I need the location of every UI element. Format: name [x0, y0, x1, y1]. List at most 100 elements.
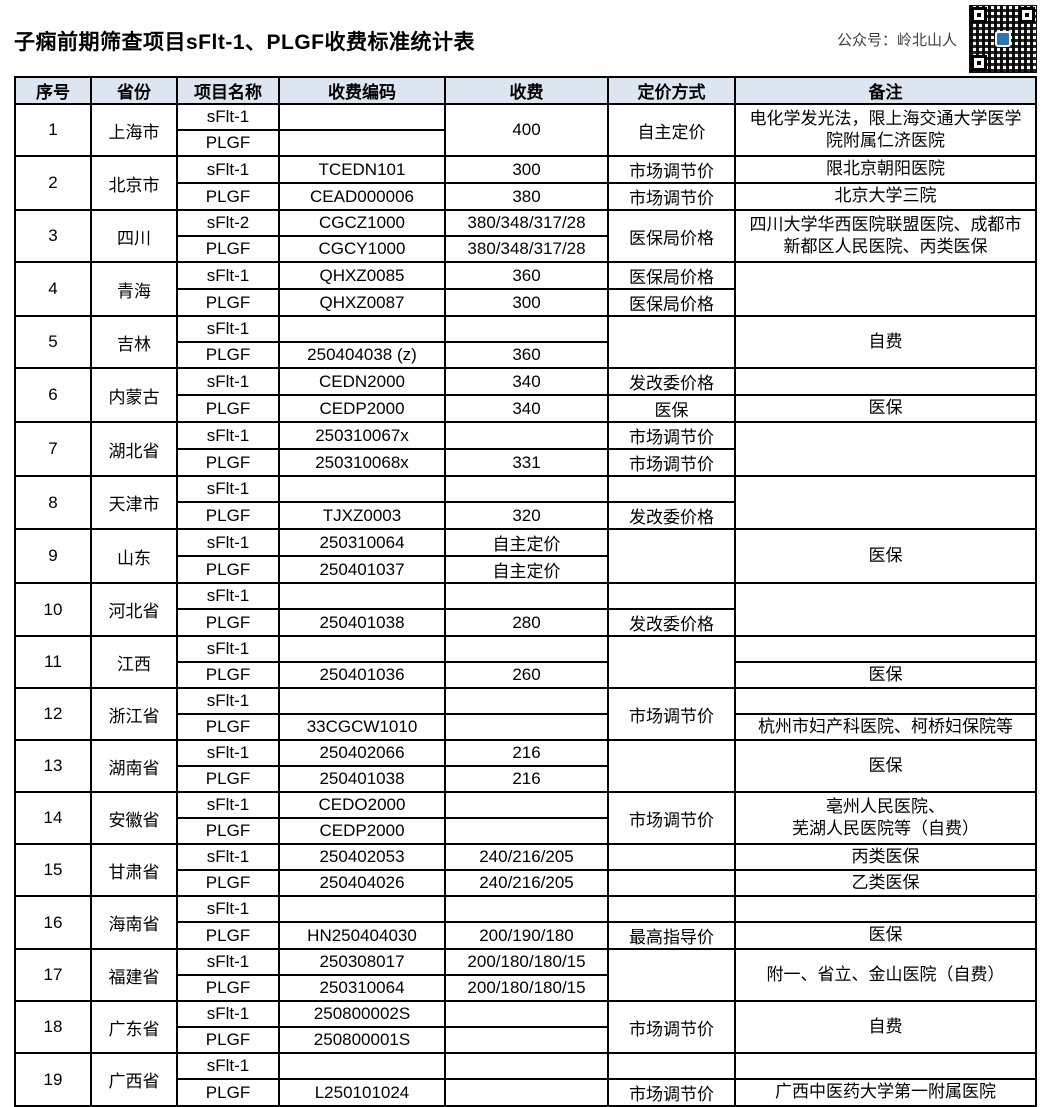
cell-fee: 自主定价: [444, 555, 609, 584]
cell-pricing: [607, 739, 736, 793]
cell-project: sFlt-1: [176, 791, 280, 819]
cell-project: sFlt-1: [176, 528, 280, 557]
cell-project: sFlt-1: [176, 315, 280, 343]
cell-fee: [444, 1000, 609, 1028]
cell-index: 16: [14, 895, 92, 950]
cell-province: 吉林: [90, 315, 178, 369]
cell-province: 广西省: [90, 1052, 178, 1107]
cell-code: CEDP2000: [278, 817, 446, 845]
cell-note: [734, 582, 1037, 637]
cell-fee: [444, 475, 609, 503]
table-row: PLGF CGCY1000 380/348/317/28: [15, 235, 1036, 263]
cell-fee: 360: [444, 261, 609, 290]
cell-fee: 240/216/205: [444, 869, 609, 897]
table-row: 11 江西 sFlt-1: [14, 635, 1037, 689]
cell-code: 250308017: [278, 948, 446, 976]
table-row: PLGF 250401036 260 医保: [15, 661, 1037, 689]
cell-code: 250402053: [278, 843, 446, 871]
table-row: PLGF: [15, 129, 1036, 157]
cell-index: 8: [14, 475, 92, 530]
cell-index: 5: [14, 315, 92, 369]
cell-note: 四川大学华西医院联盟医院、成都市 新都区人民医院、丙类医保: [734, 209, 1037, 263]
table-row: 19 广西省 sFlt-1: [14, 1052, 1037, 1107]
cell-project: sFlt-1: [176, 155, 280, 184]
cell-pricing: [607, 948, 736, 1002]
table-row: PLGF QHXZ0087 300 医保局价格: [15, 288, 1036, 317]
cell-province: 山东: [90, 528, 178, 584]
cell-code: 250401038: [278, 765, 446, 793]
table-row: 15 甘肃省 sFlt-1 250402053 240/216/205 丙类医保: [14, 843, 1037, 897]
cell-project: PLGF: [176, 288, 280, 317]
cell-fee: [444, 817, 609, 845]
cell-fee: [444, 895, 609, 923]
cell-index: 4: [14, 261, 92, 317]
cell-note: 丙类医保: [734, 843, 1037, 871]
cell-province: 湖北省: [90, 421, 178, 477]
cell-fee: 240/216/205: [444, 843, 609, 871]
cell-fee: 300: [444, 288, 609, 317]
cell-province: 安徽省: [90, 791, 178, 845]
cell-note: 自费: [734, 1000, 1037, 1054]
cell-pricing: 市场调节价: [607, 1078, 736, 1107]
cell-index: 12: [14, 687, 92, 741]
cell-pricing: [607, 582, 736, 610]
cell-index: 19: [14, 1052, 92, 1107]
cell-code: 250401036: [278, 661, 446, 689]
table-row: PLGF CEDP2000: [15, 817, 1036, 845]
cell-fee: [444, 421, 609, 450]
cell-note: 乙类医保: [734, 869, 1037, 897]
cell-code: L250101024: [278, 1078, 446, 1107]
cell-code: [278, 582, 446, 610]
cell-fee: 380/348/317/28: [444, 235, 609, 263]
cell-pricing: 最高指导价: [607, 921, 736, 950]
table-row: PLGF 250800001S: [15, 1026, 1036, 1054]
cell-province: 江西: [90, 635, 178, 689]
cell-province: 内蒙古: [90, 367, 178, 423]
cell-note: 医保: [734, 394, 1037, 423]
cell-fee: 自主定价: [444, 528, 609, 557]
cell-project: PLGF: [176, 394, 280, 423]
cell-code: 250404026: [278, 869, 446, 897]
cell-note: [734, 261, 1037, 317]
cell-fee: 216: [444, 739, 609, 767]
cell-index: 1: [14, 103, 92, 157]
cell-code: CEDP2000: [278, 394, 446, 423]
cell-province: 海南省: [90, 895, 178, 950]
cell-fee: 260: [444, 661, 609, 689]
header-province: 省份: [90, 76, 178, 105]
table-row: PLGF 250404026 240/216/205 乙类医保: [15, 869, 1037, 897]
cell-project: sFlt-1: [176, 421, 280, 450]
cell-pricing: [607, 635, 736, 689]
cell-note: [734, 421, 1037, 477]
cell-project: sFlt-1: [176, 948, 280, 976]
cell-fee: 360: [444, 341, 609, 369]
cell-pricing: 市场调节价: [607, 155, 736, 184]
table-row: PLGF 250310068x 331 市场调节价: [15, 448, 1036, 477]
cell-pricing: 医保局价格: [607, 288, 736, 317]
cell-code: HN250404030: [278, 921, 446, 950]
table-row: 9 山东 sFlt-1 250310064 自主定价 医保: [14, 528, 1037, 584]
cell-project: sFlt-1: [176, 739, 280, 767]
cell-pricing: 医保局价格: [607, 209, 736, 263]
cell-pricing: 医保局价格: [607, 261, 736, 290]
cell-project: sFlt-1: [176, 895, 280, 923]
cell-note: 电化学发光法，限上海交通大学医学 院附属仁济医院: [734, 103, 1037, 157]
cell-project: PLGF: [176, 182, 280, 211]
table-row: PLGF 250401038 280 发改委价格: [15, 608, 1036, 637]
cell-province: 青海: [90, 261, 178, 317]
cell-project: PLGF: [176, 341, 280, 369]
table-row: 13 湖南省 sFlt-1 250402066 216 医保: [14, 739, 1037, 793]
header-pricing: 定价方式: [607, 76, 736, 105]
cell-code: 250310068x: [278, 448, 446, 477]
cell-code: [278, 475, 446, 503]
table-row: PLGF 33CGCW1010 杭州市妇产科医院、柯桥妇保院等: [15, 713, 1037, 741]
cell-pricing: 发改委价格: [607, 501, 736, 530]
cell-fee: [444, 791, 609, 819]
cell-index: 6: [14, 367, 92, 423]
cell-fee: 340: [444, 367, 609, 396]
cell-code: [278, 635, 446, 663]
table-row: 8 天津市 sFlt-1: [14, 475, 1037, 530]
cell-note: 限北京朝阳医院: [734, 155, 1037, 184]
cell-fee: 200/180/180/15: [444, 974, 609, 1002]
qr-finder-icon: [1019, 7, 1035, 23]
